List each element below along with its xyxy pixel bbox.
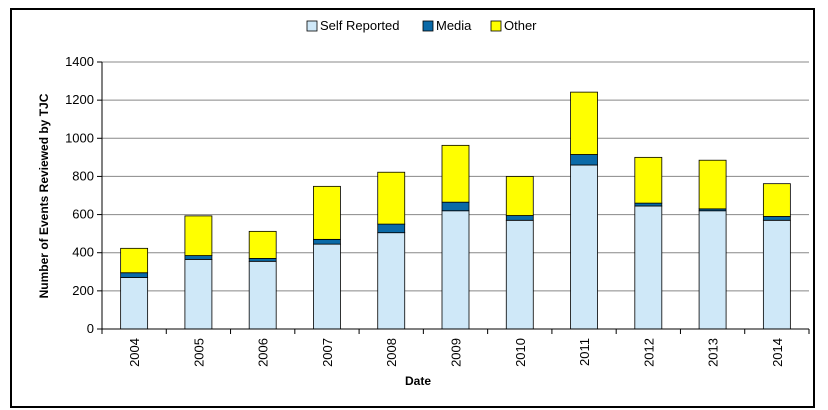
- x-tick-label: 2014: [770, 338, 785, 367]
- bar-segment-media: [377, 223, 406, 234]
- x-axis-title: Date: [405, 374, 431, 388]
- bar-segment-self-reported: [120, 277, 149, 330]
- bar-segment-self-reported: [248, 260, 277, 330]
- bar-segment-self-reported: [441, 210, 470, 330]
- y-tick-label: 1200: [65, 92, 94, 107]
- x-tick-label: 2010: [513, 338, 528, 367]
- x-tick-label: 2013: [706, 338, 721, 367]
- bar-segment-self-reported: [313, 243, 341, 330]
- bar-segment-other: [184, 215, 213, 256]
- x-tick-label: 2012: [641, 338, 656, 367]
- bar-segment-other: [698, 159, 727, 210]
- x-tick-label: 2008: [384, 338, 399, 367]
- bar-segment-media: [248, 258, 277, 262]
- x-tick-label: 2004: [127, 338, 142, 367]
- legend-label: Other: [504, 18, 537, 33]
- bar-segment-other: [634, 156, 663, 204]
- legend-label: Self Reported: [320, 18, 400, 33]
- bar-segment-media: [313, 238, 341, 245]
- chart-frame: [10, 8, 815, 408]
- bar-segment-media: [184, 255, 213, 260]
- y-tick-label: 400: [72, 245, 94, 260]
- bar-segment-media: [762, 216, 791, 221]
- y-tick-label: 1400: [65, 54, 94, 69]
- y-axis-ticks: 0 200 400 600 800 1000 1200 1400: [65, 54, 102, 336]
- bar-segment-other: [762, 183, 791, 217]
- bar-segment-other: [570, 91, 598, 155]
- y-tick-label: 800: [72, 168, 94, 183]
- x-tick-label: 2011: [577, 338, 592, 366]
- bar-segment-other: [505, 176, 534, 216]
- legend: Self Reported Media Other: [306, 18, 537, 33]
- x-tick-label: 2007: [320, 338, 335, 367]
- y-axis-title: Number of Events Reviewed by TJC: [37, 93, 51, 298]
- bar-segment-other: [441, 144, 470, 203]
- bar-segment-self-reported: [184, 258, 213, 330]
- y-tick-label: 600: [72, 207, 94, 222]
- bar-segment-other: [248, 230, 277, 259]
- y-tick-label: 200: [72, 283, 94, 298]
- y-tick-label: 0: [87, 321, 94, 336]
- bar-segment-other: [377, 171, 406, 225]
- legend-label: Media: [436, 18, 472, 33]
- bar-segment-media: [505, 215, 534, 221]
- x-tick-label: 2009: [449, 338, 464, 367]
- bar-segment-self-reported: [570, 164, 598, 330]
- bar-segment-self-reported: [377, 232, 406, 330]
- bar-segment-media: [441, 201, 470, 212]
- bar-segment-other: [120, 247, 149, 274]
- bar-segment-other: [313, 185, 341, 240]
- bar-segment-self-reported: [762, 219, 791, 330]
- legend-swatch: [306, 20, 318, 32]
- bar-segment-self-reported: [505, 219, 534, 330]
- y-tick-label: 1000: [65, 130, 94, 145]
- bar-segment-media: [570, 154, 598, 166]
- legend-swatch: [422, 20, 434, 32]
- bar-segment-media: [120, 272, 149, 278]
- gridlines: [102, 61, 809, 292]
- bar-segment-self-reported: [634, 205, 663, 330]
- x-axis-ticks: 2004 2005 2006 2007 2008 2009 2010 2011 2012 2013…: [101, 329, 810, 367]
- x-tick-label: 2005: [191, 338, 206, 367]
- bars: [120, 91, 791, 330]
- x-tick-label: 2006: [256, 338, 271, 367]
- bar-segment-self-reported: [698, 210, 727, 330]
- legend-swatch: [490, 20, 502, 32]
- bar-segment-media: [634, 202, 663, 207]
